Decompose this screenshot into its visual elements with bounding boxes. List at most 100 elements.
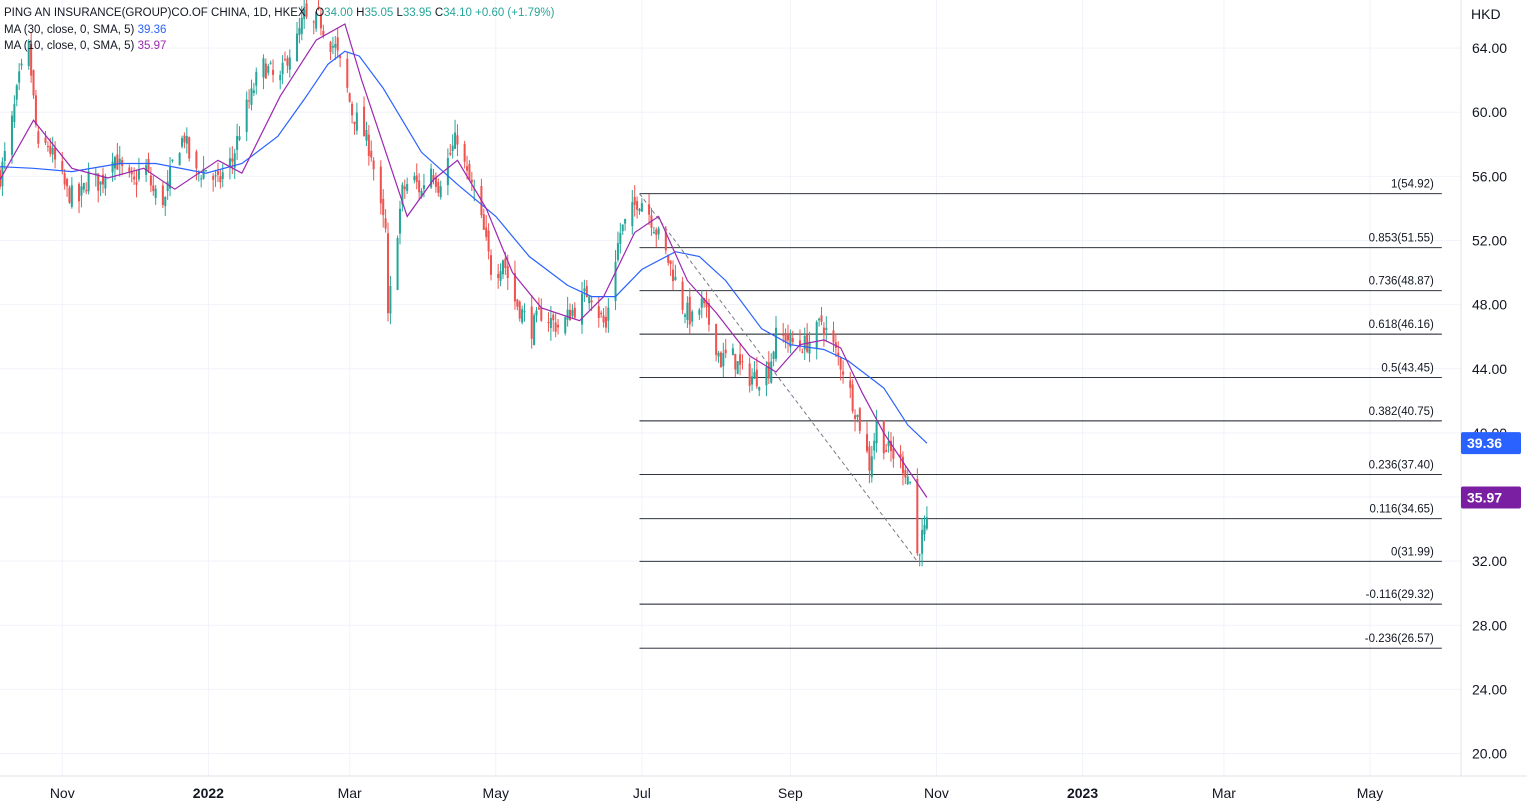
candles-layer — [0, 0, 928, 567]
open-value: 34.00 — [324, 7, 353, 19]
price-badge — [1461, 486, 1521, 509]
candle-body — [873, 440, 876, 451]
candle-body — [101, 174, 105, 185]
candle-body — [631, 202, 634, 227]
legend-symbol-row[interactable]: PING AN INSURANCE(GROUP)CO.OF CHINA, 1D,… — [4, 5, 554, 22]
chart-legend: PING AN INSURANCE(GROUP)CO.OF CHINA, 1D,… — [4, 5, 554, 55]
candle-body — [137, 169, 140, 180]
candle-body — [753, 372, 756, 379]
candle-body — [588, 296, 591, 304]
candle-body — [717, 352, 720, 357]
fib-level-label: 0(31.99) — [1391, 546, 1434, 558]
candle-body — [34, 95, 37, 125]
candle-body — [204, 170, 207, 172]
ma10-line[interactable] — [0, 23, 928, 498]
candle-body — [13, 104, 16, 123]
candle-body — [288, 57, 291, 70]
candle-body — [334, 43, 337, 48]
candle-body — [298, 28, 301, 35]
fib-level-label: 0.736(48.87) — [1369, 276, 1434, 288]
candle-body — [87, 171, 90, 192]
legend-ma30-row[interactable]: MA (30, close, 0, SMA, 5) 39.36 — [4, 22, 554, 39]
candle-body — [365, 130, 368, 141]
ma10-label: MA (10, close, 0, SMA, 5) — [4, 40, 135, 52]
candle-body — [437, 181, 440, 193]
candle-body — [858, 408, 861, 431]
candle-body — [822, 327, 825, 335]
candle-body — [236, 135, 239, 150]
candle-body — [638, 208, 641, 211]
candle-body — [15, 85, 18, 100]
candle-body — [379, 166, 382, 204]
price-tick-label: 56.00 — [1472, 168, 1507, 184]
candle-body — [636, 201, 639, 210]
high-value: 35.05 — [364, 7, 394, 19]
candle-body — [832, 330, 835, 343]
candle-body — [482, 214, 485, 230]
candle-body — [315, 11, 318, 29]
candle-body — [281, 62, 284, 75]
candle-body — [621, 224, 624, 232]
candle-body — [657, 228, 660, 235]
candle-body — [533, 315, 536, 345]
candle-body — [724, 349, 727, 354]
candle-body — [470, 179, 473, 183]
candle-body — [909, 481, 912, 483]
ma30-line[interactable] — [0, 50, 928, 444]
candle-body — [269, 62, 272, 64]
candle-body — [892, 448, 895, 459]
candle-body — [489, 255, 493, 275]
candle-body — [554, 322, 557, 332]
candle-body — [652, 232, 655, 234]
candle-body — [523, 311, 526, 313]
candle-body — [925, 517, 928, 529]
candle-body — [18, 71, 21, 83]
candle-body — [537, 307, 540, 310]
candle-body — [825, 327, 828, 331]
low-value: 33.95 — [402, 7, 432, 19]
candle-body — [295, 33, 299, 62]
candle-body — [672, 269, 675, 282]
candle-body — [758, 387, 761, 391]
candle-body — [602, 315, 605, 323]
candle-body — [63, 173, 66, 185]
candle-body — [154, 188, 157, 198]
candle-body — [739, 354, 742, 365]
candle-body — [513, 273, 516, 302]
open-label: O — [315, 7, 325, 19]
time-tick-label: Mar — [338, 785, 362, 801]
candle-body — [521, 309, 524, 323]
time-tick-label: Nov — [50, 785, 75, 801]
candle-body — [434, 177, 437, 187]
candle-body — [439, 186, 442, 198]
ma30-label: MA (30, close, 0, SMA, 5) — [4, 23, 135, 36]
candle-body — [616, 243, 619, 260]
candle-body — [923, 524, 926, 535]
candle-body — [219, 176, 222, 183]
candle-body — [552, 314, 555, 321]
candle-body — [837, 352, 840, 357]
candle-body — [784, 332, 787, 342]
candle-body — [430, 168, 433, 188]
candle-body — [674, 276, 677, 281]
candle-body — [27, 41, 30, 66]
candle-body — [506, 266, 509, 278]
candle-body — [252, 90, 255, 93]
candle-body — [463, 143, 466, 162]
high-label: H — [356, 7, 365, 19]
candle-body — [882, 420, 885, 454]
candle-body — [97, 173, 100, 191]
legend-ma10-row[interactable]: MA (10, close, 0, SMA, 5) 35.97 — [4, 38, 554, 55]
candle-body — [171, 159, 174, 162]
candle-body — [272, 69, 275, 75]
candle-body — [782, 334, 785, 336]
candle-body — [564, 317, 567, 334]
candle-body — [889, 440, 892, 452]
candle-body — [245, 99, 248, 133]
fib-retracement[interactable]: 1(54.92) 0.853(51.55) 0.736(48.87) 0.618(46… — [639, 179, 1442, 649]
candle-body — [231, 158, 234, 162]
candle-body — [604, 316, 607, 328]
candle-body — [566, 309, 569, 320]
